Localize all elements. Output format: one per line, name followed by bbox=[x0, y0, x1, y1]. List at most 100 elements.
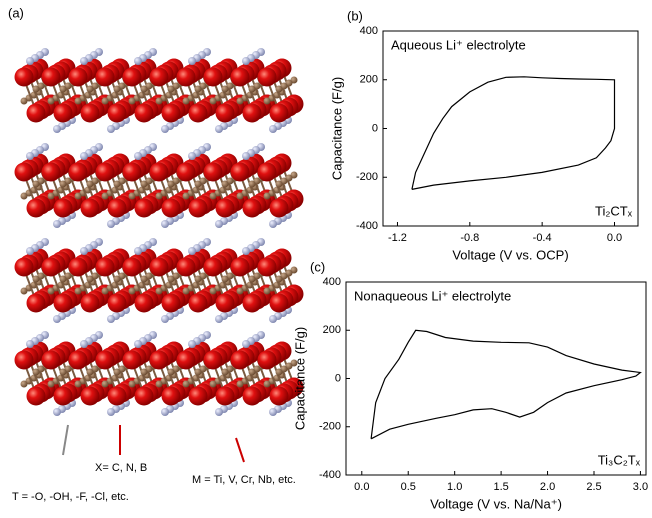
atom bbox=[222, 181, 229, 188]
atom bbox=[270, 199, 289, 218]
x-tick-label: -0.4 bbox=[533, 232, 552, 244]
atom bbox=[258, 163, 277, 182]
atom bbox=[161, 408, 169, 416]
atom bbox=[107, 315, 115, 323]
atom bbox=[123, 163, 142, 182]
atom bbox=[269, 125, 277, 133]
atom bbox=[102, 381, 109, 388]
atom bbox=[204, 258, 223, 277]
atom bbox=[264, 288, 271, 295]
atom bbox=[33, 369, 40, 376]
atom bbox=[15, 258, 34, 277]
atom bbox=[189, 199, 208, 218]
y-tick-label: 400 bbox=[360, 25, 378, 37]
atom bbox=[107, 408, 115, 416]
atom bbox=[53, 125, 61, 133]
atom bbox=[210, 381, 217, 388]
atom bbox=[195, 181, 202, 188]
atom bbox=[42, 351, 61, 370]
atom bbox=[114, 276, 121, 283]
atom bbox=[269, 315, 277, 323]
atom bbox=[237, 98, 244, 105]
atom bbox=[156, 381, 163, 388]
atom bbox=[188, 247, 196, 255]
atom bbox=[102, 193, 109, 200]
atom bbox=[237, 381, 244, 388]
atom bbox=[188, 340, 196, 348]
pointer bbox=[63, 425, 68, 455]
atom bbox=[161, 125, 169, 133]
atom bbox=[96, 258, 115, 277]
atom bbox=[21, 193, 28, 200]
atom bbox=[48, 193, 55, 200]
atom bbox=[60, 86, 67, 93]
annotation: Aqueous Li⁺ electrolyte bbox=[391, 37, 526, 52]
atom bbox=[54, 387, 73, 406]
atom bbox=[135, 387, 154, 406]
atom bbox=[33, 276, 40, 283]
atom bbox=[87, 369, 94, 376]
atom bbox=[108, 294, 127, 313]
atom bbox=[87, 86, 94, 93]
atom bbox=[264, 193, 271, 200]
atom bbox=[156, 98, 163, 105]
x-tick-label: 0.0 bbox=[607, 232, 622, 244]
atom bbox=[108, 104, 127, 123]
x-tick-label: 1.0 bbox=[447, 481, 462, 493]
plot-frame bbox=[383, 31, 638, 226]
atom bbox=[81, 104, 100, 123]
atom bbox=[53, 315, 61, 323]
atom bbox=[96, 351, 115, 370]
atom bbox=[204, 68, 223, 87]
atom bbox=[75, 381, 82, 388]
annotation: M = Ti, V, Cr, Nb, etc. bbox=[192, 474, 296, 486]
atom bbox=[249, 276, 256, 283]
atom bbox=[80, 340, 88, 348]
atom bbox=[177, 351, 196, 370]
atom bbox=[243, 294, 262, 313]
atom bbox=[141, 369, 148, 376]
annotation: Nonaqueous Li⁺ electrolyte bbox=[354, 288, 511, 303]
atom bbox=[222, 276, 229, 283]
atom bbox=[189, 104, 208, 123]
cv-curve bbox=[371, 330, 640, 439]
x-tick-label: 2.0 bbox=[540, 481, 555, 493]
y-tick-label: 200 bbox=[323, 324, 341, 336]
x-tick-label: 3.0 bbox=[633, 481, 648, 493]
annotation: X= C, N, B bbox=[95, 462, 147, 474]
atom bbox=[33, 86, 40, 93]
atom bbox=[150, 163, 169, 182]
figure: (a) X= C, N, B M = Ti, V, Cr, Nb, etc. T… bbox=[0, 0, 652, 513]
atom bbox=[216, 294, 235, 313]
atom bbox=[123, 351, 142, 370]
atom bbox=[33, 181, 40, 188]
atom bbox=[54, 199, 73, 218]
atom bbox=[48, 288, 55, 295]
atom bbox=[114, 86, 121, 93]
atom bbox=[129, 288, 136, 295]
atom bbox=[134, 152, 142, 160]
atom bbox=[222, 369, 229, 376]
atom bbox=[156, 288, 163, 295]
atom bbox=[81, 294, 100, 313]
atom bbox=[162, 199, 181, 218]
atom bbox=[102, 288, 109, 295]
atom bbox=[177, 163, 196, 182]
atom bbox=[129, 381, 136, 388]
atom bbox=[276, 181, 283, 188]
atom bbox=[162, 387, 181, 406]
atom bbox=[215, 408, 223, 416]
atom bbox=[123, 258, 142, 277]
atom bbox=[141, 86, 148, 93]
y-axis-label: Capacitance (F/g) bbox=[329, 77, 344, 180]
atom bbox=[216, 104, 235, 123]
atom bbox=[161, 220, 169, 228]
y-tick-label: 0 bbox=[372, 122, 378, 134]
plot-frame bbox=[346, 282, 646, 475]
x-tick-label: 0.5 bbox=[401, 481, 416, 493]
atom bbox=[177, 68, 196, 87]
atom bbox=[114, 369, 121, 376]
atom bbox=[69, 258, 88, 277]
atom bbox=[21, 288, 28, 295]
atom bbox=[26, 57, 34, 65]
